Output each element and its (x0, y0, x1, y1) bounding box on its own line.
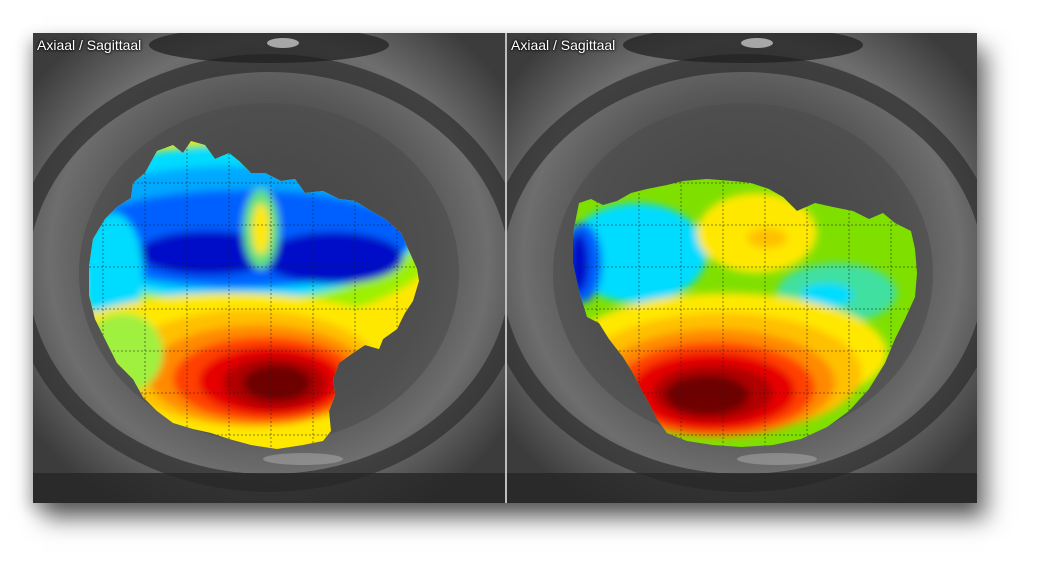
topography-panel-left[interactable]: Axiaal / Sagittaal (33, 33, 505, 503)
panel-title-right: Axiaal / Sagittaal (511, 37, 616, 53)
eye-photo-right (507, 33, 977, 503)
topography-panel-right[interactable]: Axiaal / Sagittaal (507, 33, 977, 503)
panel-divider (505, 33, 507, 503)
eye-photo-left (33, 33, 505, 503)
panel-title-left: Axiaal / Sagittaal (37, 37, 142, 53)
topography-viewer: Axiaal / Sagittaal (33, 33, 977, 503)
